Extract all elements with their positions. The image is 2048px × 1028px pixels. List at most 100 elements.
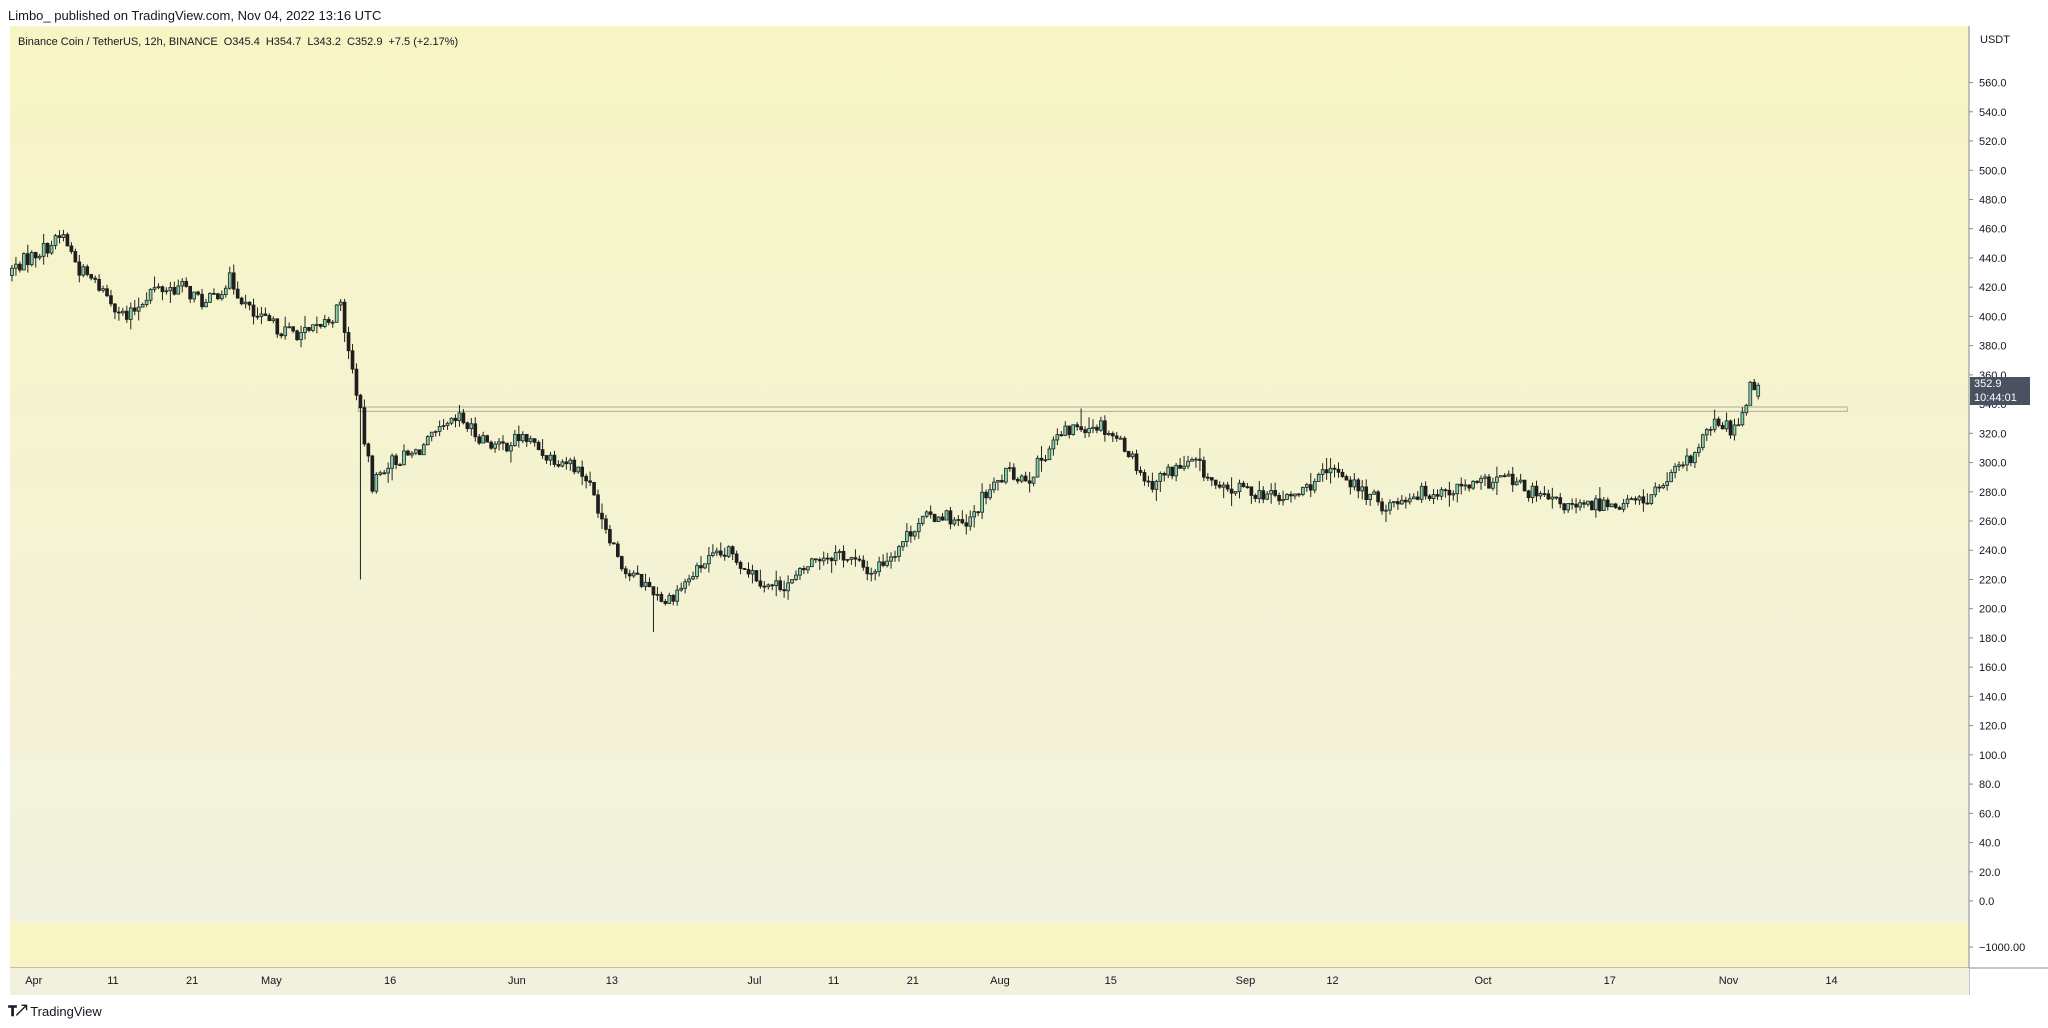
candle-body bbox=[57, 235, 62, 238]
candle-body bbox=[501, 441, 505, 444]
candle-body bbox=[651, 586, 656, 596]
candle-body bbox=[247, 301, 252, 306]
candle-body bbox=[774, 580, 779, 586]
price-axis-unit[interactable]: USDT bbox=[1980, 34, 2010, 46]
candle-body bbox=[675, 589, 680, 602]
candle-body bbox=[960, 519, 965, 524]
candle-body bbox=[342, 301, 347, 333]
candle-body bbox=[1689, 455, 1693, 464]
candle-body bbox=[390, 455, 394, 469]
candle-body bbox=[1059, 434, 1064, 437]
candle-body bbox=[354, 368, 359, 396]
candle-body bbox=[394, 455, 398, 466]
candle-body bbox=[1542, 493, 1547, 495]
candle-body bbox=[255, 315, 260, 318]
candle-body bbox=[41, 242, 46, 257]
candle-body bbox=[920, 515, 925, 524]
candle-body bbox=[1502, 475, 1507, 477]
candle-body bbox=[1217, 484, 1222, 488]
candle-body bbox=[140, 304, 145, 308]
candle-body bbox=[14, 263, 18, 269]
candle-body bbox=[303, 327, 307, 333]
candles-group bbox=[10, 229, 1761, 633]
candle-body bbox=[287, 326, 291, 329]
candle-body bbox=[1601, 499, 1606, 512]
candle-body bbox=[1598, 498, 1602, 512]
candle-body bbox=[1617, 507, 1622, 510]
candle-body bbox=[421, 444, 426, 456]
candle-body bbox=[1582, 502, 1586, 505]
time-tick-label: Sep bbox=[1236, 975, 1256, 987]
time-axis[interactable]: Apr 11 21 May 16 Jun 13 Jul 11 21 Aug 15 Sep 12 Oct 17 N… bbox=[25, 975, 1837, 987]
candle-body bbox=[1099, 420, 1103, 431]
candle-body bbox=[1277, 495, 1281, 502]
candle-body bbox=[1396, 501, 1400, 505]
time-tick-label: 21 bbox=[186, 975, 198, 987]
time-tick-label: 12 bbox=[1326, 975, 1338, 987]
candle-body bbox=[1594, 498, 1598, 511]
candle-body bbox=[1483, 476, 1487, 479]
candle-body bbox=[77, 261, 82, 276]
candle-body bbox=[536, 441, 541, 451]
candle-body bbox=[695, 565, 699, 577]
price-chart[interactable]: 560.0 540.0 520.0 500.0 480.0 460.0 440.0 420.0… bbox=[0, 0, 2048, 1000]
candle-body bbox=[1538, 493, 1543, 497]
candle-body bbox=[528, 438, 533, 442]
candle-body bbox=[117, 311, 121, 314]
candle-body bbox=[1340, 471, 1345, 477]
candle-body bbox=[623, 568, 628, 575]
candle-body bbox=[1590, 500, 1594, 511]
candle-body bbox=[299, 332, 303, 341]
candle-body bbox=[192, 291, 196, 300]
tradingview-logo-icon: 𝐓↗ bbox=[8, 1003, 27, 1019]
candle-body bbox=[679, 587, 684, 591]
resistance-zone[interactable] bbox=[357, 406, 1848, 412]
candle-body bbox=[1205, 476, 1210, 479]
candle-body bbox=[243, 301, 248, 305]
price-tick-label: 120.0 bbox=[1979, 721, 2007, 733]
candle-body bbox=[1495, 476, 1499, 483]
candle-body bbox=[65, 234, 70, 247]
candle-body bbox=[433, 430, 438, 433]
candle-body bbox=[996, 480, 1000, 483]
candle-body bbox=[1740, 412, 1745, 426]
time-tick-label: May bbox=[261, 975, 282, 987]
candle-body bbox=[1039, 457, 1044, 461]
candle-body bbox=[1578, 502, 1582, 508]
candle-body bbox=[619, 556, 624, 570]
candle-body bbox=[291, 326, 295, 332]
candle-body bbox=[89, 274, 94, 279]
candle-body bbox=[564, 461, 569, 465]
candle-body bbox=[1190, 459, 1194, 462]
candle-body bbox=[1154, 480, 1159, 490]
candle-body bbox=[481, 435, 486, 444]
candle-body bbox=[1574, 503, 1578, 508]
candle-body bbox=[18, 263, 22, 271]
candle-body bbox=[1198, 458, 1202, 461]
candle-body bbox=[1194, 458, 1198, 461]
candle-body bbox=[513, 433, 517, 446]
candle-body bbox=[1510, 473, 1515, 486]
candle-body bbox=[1297, 493, 1301, 496]
candle-body bbox=[901, 541, 905, 548]
candle-body bbox=[1744, 404, 1749, 414]
candle-body bbox=[1304, 484, 1309, 488]
candle-body bbox=[540, 449, 545, 456]
tradingview-brand[interactable]: 𝐓↗ TradingView bbox=[8, 1003, 102, 1020]
candle-body bbox=[398, 464, 402, 467]
time-axis-band bbox=[10, 968, 1969, 995]
candle-body bbox=[1071, 424, 1076, 435]
candle-body bbox=[1459, 483, 1464, 487]
candle-body bbox=[1419, 485, 1424, 500]
candle-body bbox=[176, 285, 181, 295]
price-axis[interactable]: 560.0 540.0 520.0 500.0 480.0 460.0 440.0 420.0… bbox=[1969, 78, 2025, 954]
candle-body bbox=[160, 286, 165, 293]
candle-body bbox=[592, 481, 596, 496]
price-tick-label: 160.0 bbox=[1979, 662, 2007, 674]
time-tick-label: Jun bbox=[508, 975, 526, 987]
price-tick-label: 140.0 bbox=[1979, 691, 2007, 703]
resistance-zone-rect[interactable] bbox=[357, 406, 1848, 412]
candle-body bbox=[1118, 437, 1123, 440]
candle-body bbox=[1669, 472, 1673, 483]
candle-body bbox=[798, 568, 802, 576]
